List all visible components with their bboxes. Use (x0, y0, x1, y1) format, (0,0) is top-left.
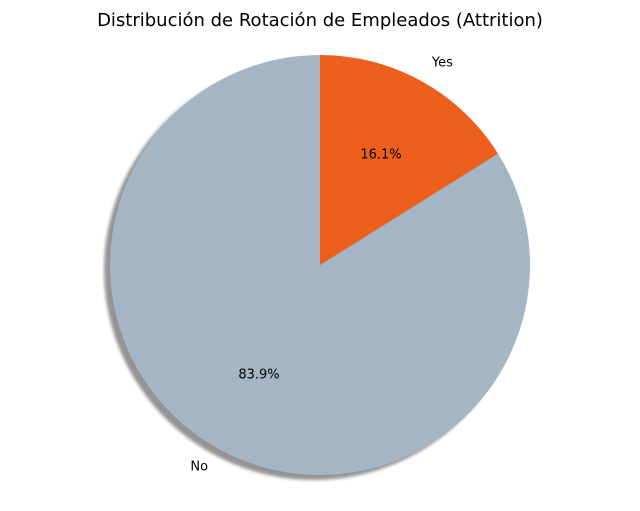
pie-labels: No 83.9% Yes 16.1% (190, 55, 453, 474)
pie-slice-no (109, 54, 530, 475)
pie-slice-yes (320, 55, 499, 265)
slice-label-no: No (190, 460, 208, 475)
chart-title: Distribución de Rotación de Empleados (A… (97, 10, 543, 31)
slice-percent-yes: 16.1% (360, 147, 401, 162)
slice-label-yes: Yes (431, 55, 453, 70)
slice-percent-no: 83.9% (238, 368, 279, 383)
pie-slices (109, 54, 530, 475)
